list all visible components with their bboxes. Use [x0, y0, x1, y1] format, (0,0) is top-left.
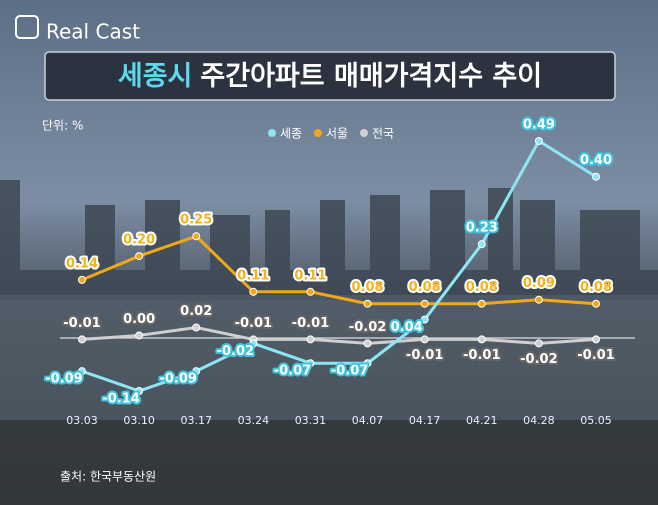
- data-point: [592, 335, 600, 344]
- title-box: [44, 51, 616, 101]
- data-label: 0.11: [294, 268, 326, 283]
- data-label: 0.02: [180, 304, 212, 319]
- data-point: [363, 359, 372, 368]
- water: [0, 300, 658, 420]
- data-label: -0.01: [406, 348, 443, 363]
- series-line: [81, 234, 597, 306]
- x-tick-label: 05.05: [580, 414, 612, 427]
- data-point: [135, 331, 144, 340]
- x-tick-label: 03.10: [123, 414, 155, 427]
- data-label: 0.49: [523, 118, 555, 133]
- x-tick-label: 03.03: [66, 414, 98, 427]
- data-point: [592, 172, 600, 181]
- x-tick-label: 03.31: [295, 414, 327, 427]
- x-tick-label: 04.28: [523, 414, 555, 427]
- data-label: -0.07: [274, 364, 311, 379]
- data-label: -0.01: [235, 316, 272, 331]
- data-label: -0.02: [217, 344, 254, 359]
- legend-label: 세종: [280, 127, 302, 141]
- data-label: -0.02: [349, 320, 386, 335]
- legend-marker: [268, 129, 276, 137]
- data-label: 0.04: [391, 320, 423, 335]
- data-label: -0.01: [63, 316, 100, 331]
- series-line: [81, 325, 597, 345]
- title-rest: 주간아파트 매매가격지수 추이: [200, 61, 542, 92]
- data-label: 0.20: [123, 233, 155, 248]
- data-point: [192, 367, 201, 376]
- data-label: 0.14: [66, 256, 98, 271]
- data-label: 0.08: [352, 280, 384, 295]
- data-point: [192, 323, 201, 332]
- x-tick-label: 03.24: [238, 414, 270, 427]
- data-point: [306, 359, 315, 368]
- data-label: -0.09: [159, 372, 196, 387]
- data-point: [420, 299, 429, 308]
- data-label: -0.02: [520, 352, 557, 367]
- data-label: -0.01: [577, 348, 614, 363]
- data-point: [192, 232, 201, 241]
- data-label: 0.09: [523, 276, 555, 291]
- data-point: [420, 315, 429, 324]
- data-point: [534, 295, 543, 304]
- data-point: [249, 339, 258, 348]
- data-point: [477, 240, 486, 249]
- title-highlight: 세종시: [118, 61, 193, 92]
- data-point: [249, 287, 258, 296]
- data-point: [78, 367, 86, 376]
- logo-icon: [15, 15, 39, 39]
- data-label: -0.01: [292, 316, 329, 331]
- x-tick-label: 03.17: [180, 414, 212, 427]
- data-label: 0.08: [409, 280, 441, 295]
- data-label: 0.08: [580, 280, 612, 295]
- data-point: [534, 137, 543, 145]
- data-label: 0.08: [466, 280, 498, 295]
- data-label: 0.00: [123, 312, 155, 327]
- source: 출처: 한국부동산원: [60, 470, 156, 484]
- data-point: [363, 339, 372, 348]
- data-point: [363, 299, 372, 308]
- data-label: -0.07: [331, 364, 368, 379]
- data-point: [135, 252, 144, 261]
- chart-title: 세종시 주간아파트 매매가격지수 추이: [118, 61, 542, 92]
- data-label: 0.23: [466, 221, 498, 236]
- data-point: [592, 299, 600, 308]
- legend-label: 전국: [372, 127, 394, 141]
- data-point: [306, 287, 315, 296]
- data-label: 0.25: [180, 213, 212, 228]
- data-point: [420, 335, 429, 344]
- x-tick-label: 04.17: [409, 414, 441, 427]
- data-point: [306, 335, 315, 344]
- brand: Real Cast: [46, 20, 140, 44]
- legend-marker: [360, 129, 368, 137]
- data-label: 0.40: [580, 153, 612, 168]
- data-point: [78, 335, 86, 344]
- unit-note: 단위: %: [42, 119, 83, 133]
- legend-marker: [314, 129, 322, 137]
- data-label: 0.11: [237, 268, 269, 283]
- data-point: [477, 335, 486, 344]
- city-silhouette: [0, 180, 658, 295]
- data-point: [135, 387, 144, 395]
- data-point: [477, 299, 486, 308]
- series-line: [81, 138, 597, 393]
- x-tick-label: 04.07: [352, 414, 384, 427]
- ground: [0, 420, 658, 505]
- data-label: -0.01: [463, 348, 500, 363]
- data-point: [78, 275, 86, 284]
- data-point: [534, 339, 543, 348]
- legend-label: 서울: [326, 127, 348, 141]
- data-label: -0.09: [45, 372, 82, 387]
- data-label: -0.14: [102, 392, 139, 407]
- x-tick-label: 04.21: [466, 414, 498, 427]
